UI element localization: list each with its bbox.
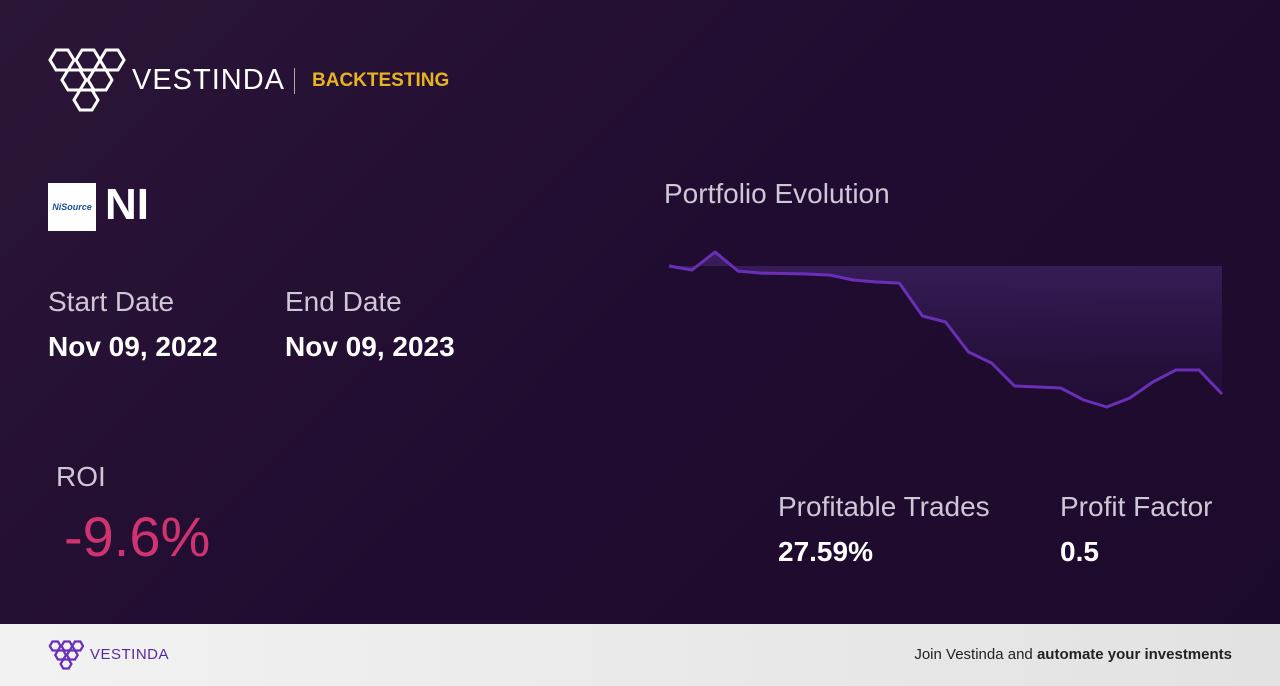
- profitable-trades-value: 27.59%: [778, 536, 873, 567]
- profit-factor-value: 0.5: [1060, 536, 1099, 567]
- brand-name: VESTINDA: [132, 64, 286, 96]
- footer-logo: [48, 640, 84, 670]
- divider: [294, 68, 295, 94]
- ticker: NI: [105, 180, 149, 229]
- start-label: Start Date: [48, 286, 175, 317]
- asset-logo-text: NiSource: [52, 202, 92, 212]
- end-date: Nov 09, 2023: [285, 331, 455, 362]
- chart: [668, 250, 1224, 409]
- profitable-trades-label: Profitable Trades: [778, 491, 990, 522]
- start-date: Nov 09, 2022: [48, 331, 218, 362]
- footer-brand: VESTINDA: [90, 646, 170, 663]
- cta-text: Join Vestinda and: [914, 646, 1033, 663]
- end-label: End Date: [285, 286, 402, 317]
- chart-title: Portfolio Evolution: [664, 178, 890, 209]
- line: [668, 250, 1224, 409]
- roi-value: -9.6%: [64, 505, 211, 568]
- asset-logo: NiSource: [48, 183, 96, 231]
- profit-factor-label: Profit Factor: [1060, 491, 1213, 522]
- footer: VESTINDA Join Vestinda and automate your…: [0, 624, 1280, 686]
- cta-bold: automate your investments: [1036, 646, 1232, 663]
- roi-label: ROI: [56, 461, 106, 492]
- area: [669, 252, 1222, 407]
- footer-cta: Join Vestinda and automate your investme…: [914, 646, 1232, 663]
- section-name: BACKTESTING: [312, 70, 450, 91]
- brand-logo: [48, 48, 126, 112]
